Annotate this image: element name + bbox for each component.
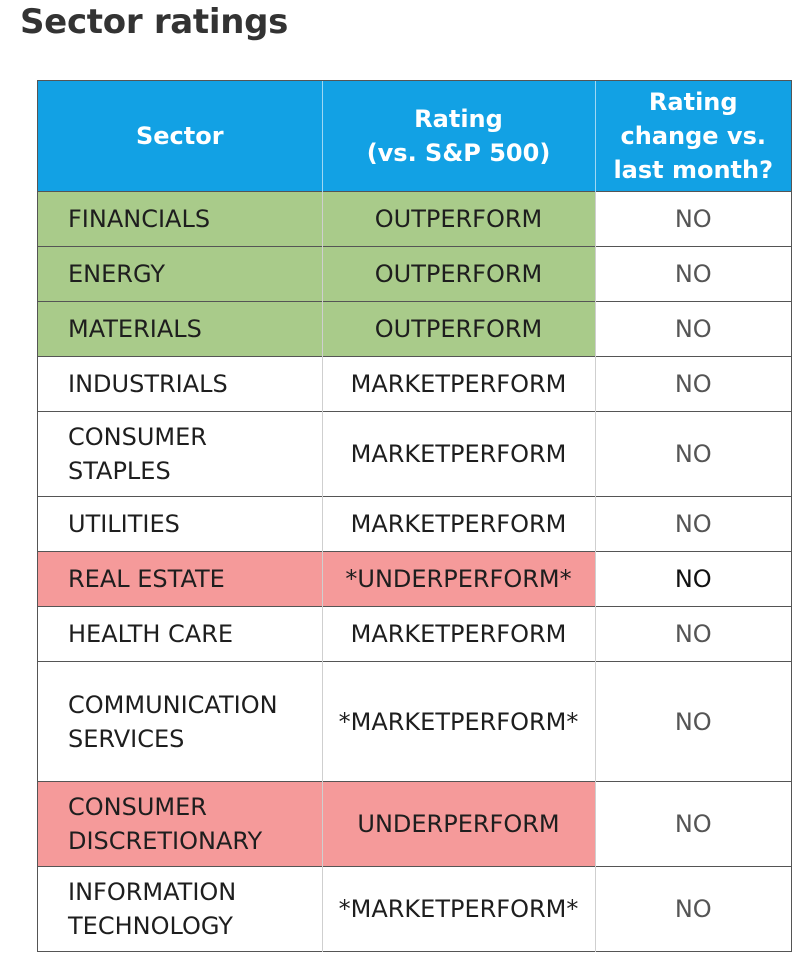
rating-cell: MARKETPERFORM: [321, 496, 595, 552]
sector-name-line1: CONSUMER: [68, 793, 207, 821]
rating-cell: OUTPERFORM: [321, 246, 595, 302]
rating-cell: *UNDERPERFORM*: [321, 551, 595, 607]
page-title: Sector ratings: [20, 2, 289, 42]
rating-change-cell: NO: [594, 866, 791, 952]
rating-cell: OUTPERFORM: [321, 301, 595, 357]
header-sector-label: Sector: [135, 122, 224, 150]
sector-name-line1: INFORMATION: [68, 878, 237, 907]
sector-cell: ENERGY: [38, 246, 322, 302]
rating-cell: *MARKETPERFORM*: [321, 866, 595, 952]
sector-cell: UTILITIES: [38, 496, 322, 552]
table-row: REAL ESTATE *UNDERPERFORM* NO: [38, 551, 791, 607]
table-row: INFORMATION TECHNOLOGY *MARKETPERFORM* NO: [38, 866, 791, 952]
sector-name-line2: STAPLES: [68, 457, 171, 485]
sector-name-line2: TECHNOLOGY: [68, 912, 233, 941]
table-row: UTILITIES MARKETPERFORM NO: [38, 496, 791, 552]
rating-change-cell: NO: [594, 356, 791, 412]
sector-cell: REAL ESTATE: [38, 551, 322, 607]
rating-change-cell: NO: [594, 191, 791, 247]
sector-cell: FINANCIALS: [38, 191, 322, 247]
header-rating-line2: (vs. S&P 500): [366, 139, 551, 167]
rating-cell: MARKETPERFORM: [321, 411, 595, 497]
rating-change-cell: NO: [594, 661, 791, 782]
rating-change-cell: NO: [594, 301, 791, 357]
sector-cell: HEALTH CARE: [38, 606, 322, 662]
rating-change-cell: NO: [594, 551, 791, 607]
sector-cell: CONSUMER DISCRETIONARY: [38, 781, 322, 867]
sector-name-line1: UTILITIES: [68, 510, 180, 538]
sector-name-line1: HEALTH CARE: [68, 620, 234, 648]
table-row: MATERIALS OUTPERFORM NO: [38, 301, 791, 357]
sector-cell: MATERIALS: [38, 301, 322, 357]
rating-cell: *MARKETPERFORM*: [321, 661, 595, 782]
header-rating-line1: Rating: [414, 105, 503, 133]
sector-name-line1: COMMUNICATION: [68, 690, 278, 719]
table-row: CONSUMER DISCRETIONARY UNDERPERFORM NO: [38, 781, 791, 867]
sector-cell: CONSUMER STAPLES: [38, 411, 322, 497]
table-row: COMMUNICATION SERVICES *MARKETPERFORM* NO: [38, 661, 791, 782]
rating-change-cell: NO: [594, 781, 791, 867]
sector-name-line1: INDUSTRIALS: [68, 370, 228, 398]
table-row: HEALTH CARE MARKETPERFORM NO: [38, 606, 791, 662]
header-change-line3: last month?: [613, 156, 774, 184]
table-header-row: Sector Rating (vs. S&P 500) Rating chang…: [38, 81, 791, 192]
sector-ratings-table: Sector Rating (vs. S&P 500) Rating chang…: [37, 80, 792, 952]
sector-name-line1: ENERGY: [68, 260, 166, 288]
sector-name-line1: FINANCIALS: [68, 205, 211, 233]
rating-cell: MARKETPERFORM: [321, 356, 595, 412]
header-change-line2: change vs.: [620, 122, 766, 150]
rating-change-cell: NO: [594, 411, 791, 497]
sector-name-line1: REAL ESTATE: [68, 565, 225, 593]
sector-cell: COMMUNICATION SERVICES: [38, 661, 322, 782]
sector-cell: INFORMATION TECHNOLOGY: [38, 866, 322, 952]
header-sector: Sector: [38, 81, 322, 192]
table-row: FINANCIALS OUTPERFORM NO: [38, 191, 791, 247]
sector-name-line2: SERVICES: [68, 724, 185, 753]
sector-name-line1: MATERIALS: [68, 315, 202, 343]
rating-cell: OUTPERFORM: [321, 191, 595, 247]
rating-change-cell: NO: [594, 496, 791, 552]
rating-cell: UNDERPERFORM: [321, 781, 595, 867]
sector-name-line1: CONSUMER: [68, 423, 207, 451]
table-row: INDUSTRIALS MARKETPERFORM NO: [38, 356, 791, 412]
sector-cell: INDUSTRIALS: [38, 356, 322, 412]
rating-change-cell: NO: [594, 606, 791, 662]
header-rating: Rating (vs. S&P 500): [321, 81, 595, 192]
table-row: ENERGY OUTPERFORM NO: [38, 246, 791, 302]
sector-name-line2: DISCRETIONARY: [68, 827, 263, 855]
header-change-line1: Rating: [648, 88, 738, 116]
table-row: CONSUMER STAPLES MARKETPERFORM NO: [38, 411, 791, 497]
rating-cell: MARKETPERFORM: [321, 606, 595, 662]
header-change: Rating change vs. last month?: [594, 81, 791, 192]
rating-change-cell: NO: [594, 246, 791, 302]
